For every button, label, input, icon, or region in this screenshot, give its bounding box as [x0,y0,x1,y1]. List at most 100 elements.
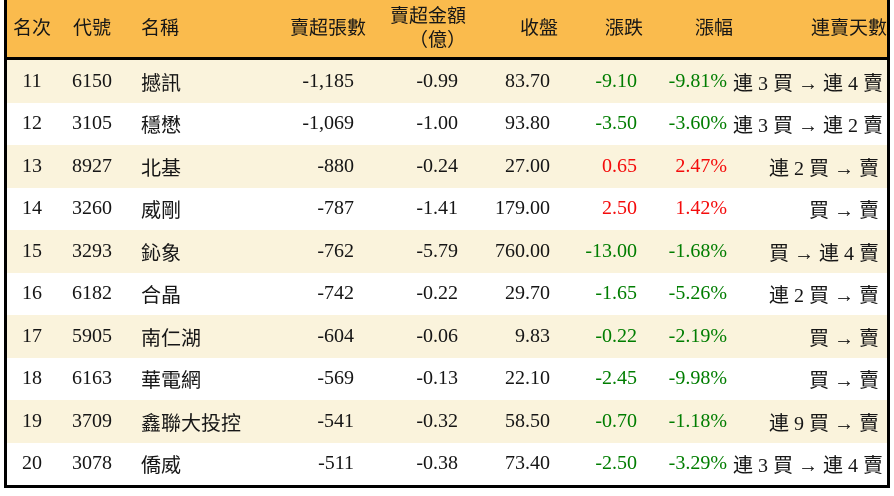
cell-sell-volume: -541 [317,409,354,432]
cell-change-pct: -9.98% [668,367,727,390]
cell-sell-volume: -1,185 [302,69,354,92]
cell-code: 5905 [72,324,112,347]
table-row: 15 3293 鈊象 -762 -5.79 760.00 -13.00 -1.68% 買 → 連… [5,230,889,273]
table-row: 16 6182 合晶 -742 -0.22 29.70 -1.65 -5.26% 連 2 買 →… [5,272,889,315]
col-header-change: 漲跌 [558,0,643,60]
cell-sell-amount: -1.00 [416,112,458,135]
col-header-close: 收盤 [466,0,558,60]
cell-streak: 連 2 買 → 賣 [769,157,879,180]
cell-rank: 19 [22,409,42,432]
cell-change: -0.70 [595,409,637,432]
cell-close: 9.83 [515,324,550,347]
cell-sell-volume: -742 [317,282,354,305]
cell-close: 73.40 [505,452,550,475]
cell-change-pct: -9.81% [668,69,727,92]
cell-rank: 14 [22,197,42,220]
cell-code: 6163 [72,367,112,390]
cell-change-pct: -5.26% [668,282,727,305]
cell-streak: 買 → 賣 [809,327,879,350]
table-row: 11 6150 撼訊 -1,185 -0.99 83.70 -9.10 -9.81% 連 3 買… [5,58,889,103]
cell-change-pct: -1.68% [668,239,727,262]
cell-change: -2.45 [595,367,637,390]
cell-change: 0.65 [602,154,637,177]
cell-sell-volume: -604 [317,324,354,347]
table-header: 名次 代號 名稱 賣超張數 賣超金額 （億） 收盤 漲跌 漲幅 連賣天數 [5,0,889,60]
cell-streak: 連 2 買 → 賣 [769,285,879,308]
cell-sell-amount: -5.79 [416,239,458,262]
cell-streak: 連 3 買 → 連 4 賣 [733,455,883,478]
table-row: 13 8927 北基 -880 -0.24 27.00 0.65 2.47% 連 2 買 → 賣 [5,145,889,188]
cell-change: -0.22 [595,324,637,347]
cell-sell-volume: -762 [317,239,354,262]
cell-sell-amount: -0.99 [416,69,458,92]
cell-sell-amount: -1.41 [416,197,458,220]
cell-change-pct: -2.19% [668,324,727,347]
cell-sell-volume: -787 [317,197,354,220]
cell-sell-amount: -0.32 [416,409,458,432]
cell-sell-volume: -511 [318,452,354,475]
cell-rank: 20 [22,452,42,475]
cell-streak: 買 → 賣 [809,200,879,223]
cell-rank: 11 [22,69,42,92]
cell-name: 南仁湖 [141,327,201,350]
cell-close: 93.80 [505,112,550,135]
col-header-code: 代號 [57,0,127,60]
cell-close: 29.70 [505,282,550,305]
cell-sell-amount: -0.06 [416,324,458,347]
header-row: 名次 代號 名稱 賣超張數 賣超金額 （億） 收盤 漲跌 漲幅 連賣天數 [5,0,889,60]
cell-streak: 連 3 買 → 連 2 賣 [733,115,883,138]
cell-rank: 18 [22,367,42,390]
col-header-streak: 連賣天數 [733,0,889,60]
cell-sell-volume: -880 [317,154,354,177]
cell-code: 6182 [72,282,112,305]
cell-code: 3293 [72,239,112,262]
cell-name: 僑威 [141,455,181,478]
cell-streak: 連 3 買 → 連 4 賣 [733,72,883,95]
table-row: 17 5905 南仁湖 -604 -0.06 9.83 -0.22 -2.19% 買 → 賣 [5,315,889,358]
col-header-name: 名稱 [127,0,266,60]
cell-rank: 15 [22,239,42,262]
cell-streak: 買 → 賣 [809,370,879,393]
cell-change: 2.50 [602,197,637,220]
cell-close: 179.00 [495,197,550,220]
col-header-change-pct: 漲幅 [643,0,733,60]
cell-change: -3.50 [595,112,637,135]
col-header-sell-amount: 賣超金額 （億） [366,0,466,60]
cell-change-pct: 1.42% [675,197,727,220]
cell-name: 華電網 [141,370,201,393]
cell-close: 760.00 [495,239,550,262]
cell-rank: 16 [22,282,42,305]
cell-change-pct: -3.29% [668,452,727,475]
cell-code: 3105 [72,112,112,135]
cell-change: -2.50 [595,452,637,475]
cell-close: 83.70 [505,69,550,92]
cell-sell-amount: -0.22 [416,282,458,305]
cell-code: 3260 [72,197,112,220]
col-header-rank: 名次 [5,0,57,60]
cell-change: -9.10 [595,69,637,92]
cell-change-pct: -1.18% [668,409,727,432]
cell-change-pct: 2.47% [675,154,727,177]
cell-name: 合晶 [141,285,181,308]
table-row: 12 3105 穩懋 -1,069 -1.00 93.80 -3.50 -3.60% 連 3 買… [5,102,889,145]
cell-name: 威剛 [141,200,181,223]
cell-name: 鈊象 [141,242,181,265]
cell-change: -1.65 [595,282,637,305]
cell-sell-volume: -1,069 [302,112,354,135]
cell-close: 58.50 [505,409,550,432]
cell-sell-amount: -0.13 [416,367,458,390]
col-header-sell-volume: 賣超張數 [266,0,366,60]
cell-close: 27.00 [505,154,550,177]
table-row: 19 3709 鑫聯大投控 -541 -0.32 58.50 -0.70 -1.18% 連 9 … [5,400,889,443]
table-body: 11 6150 撼訊 -1,185 -0.99 83.70 -9.10 -9.81% 連 3 買… [5,58,889,487]
sell-ranking-table: 名次 代號 名稱 賣超張數 賣超金額 （億） 收盤 漲跌 漲幅 連賣天數 11 6… [4,0,890,488]
cell-name: 穩懋 [141,115,181,138]
cell-code: 3078 [72,452,112,475]
cell-streak: 連 9 買 → 賣 [769,412,879,435]
cell-streak: 買 → 連 4 賣 [769,242,879,265]
cell-sell-amount: -0.24 [416,154,458,177]
cell-rank: 12 [22,112,42,135]
table-row: 14 3260 威剛 -787 -1.41 179.00 2.50 1.42% 買 → 賣 [5,187,889,230]
cell-sell-volume: -569 [317,367,354,390]
table-row: 18 6163 華電網 -569 -0.13 22.10 -2.45 -9.98% 買 → 賣 [5,357,889,400]
